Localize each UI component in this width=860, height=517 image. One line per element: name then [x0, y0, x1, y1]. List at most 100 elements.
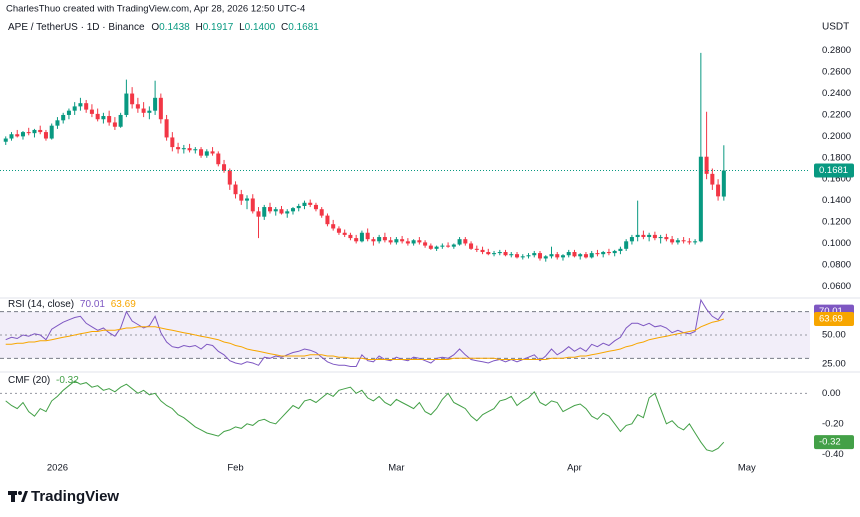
y-tick-label: -0.20 [822, 418, 844, 429]
candle-body [480, 249, 485, 253]
candle-body [543, 256, 548, 259]
candle-body [176, 147, 181, 150]
candle-body [43, 132, 48, 139]
candle-body [721, 170, 726, 197]
candle-body [537, 253, 543, 259]
symbol-title: APE / TetherUS · 1D · Binance [8, 22, 145, 33]
candle-body [423, 242, 428, 246]
candle-body [417, 240, 422, 243]
candle-body [204, 151, 209, 156]
y-tick-label: 0.2000 [822, 131, 851, 142]
candle-body [635, 234, 640, 238]
cmf-legend: CMF (20) -0.32 [8, 375, 79, 386]
y-tick-label: 25.00 [822, 359, 846, 370]
candle-body [336, 228, 341, 233]
candles [3, 52, 726, 262]
candle-body [583, 254, 588, 258]
candle-body [181, 148, 186, 150]
candle-body [675, 240, 680, 243]
candle-body [457, 239, 462, 245]
candle-body [319, 209, 324, 216]
x-tick-label: Feb [227, 463, 243, 474]
candle-body [135, 104, 140, 109]
candle-body [463, 239, 468, 244]
candle-body [313, 204, 318, 210]
y-tick-label: 0.1600 [822, 174, 851, 185]
candle-body [652, 234, 657, 239]
candle-body [647, 234, 652, 238]
candle-body [704, 156, 709, 174]
candle-body [273, 209, 278, 212]
candle-body [141, 108, 146, 113]
candle-body [394, 239, 399, 243]
candle-body [153, 97, 158, 111]
candle-body [55, 120, 60, 126]
logo: TradingView [8, 488, 119, 505]
logo-mark [21, 491, 28, 502]
candle-body [411, 240, 416, 244]
candle-body [606, 252, 611, 254]
logo-mark [11, 491, 15, 502]
candle-body [589, 253, 594, 258]
candle-body [262, 207, 267, 217]
rsi-ma-value: 63.69 [111, 299, 136, 310]
candle-body [549, 254, 554, 257]
candle-body [199, 149, 204, 156]
candle-body [164, 119, 169, 138]
candle-body [641, 234, 646, 238]
indicator-last-label-bg [814, 312, 854, 327]
candle-body [382, 237, 387, 241]
candle-body [89, 109, 94, 114]
candle-body [107, 116, 112, 123]
candle-body [595, 253, 600, 255]
y-tick-label: 0.1800 [822, 152, 851, 163]
candle-body [256, 211, 261, 217]
candle-body [532, 253, 537, 256]
candle-body [354, 238, 359, 242]
candle-body [147, 110, 152, 113]
candle-body [267, 207, 273, 212]
y-tick-label: 50.00 [822, 330, 846, 341]
candle-body [388, 240, 393, 243]
y-tick-label: 0.2600 [822, 67, 851, 78]
candle-body [515, 254, 520, 258]
y-tick-label: 0.1400 [822, 195, 851, 206]
candle-body [222, 164, 227, 171]
candle-body [624, 241, 629, 249]
candle-body [578, 254, 583, 257]
y-tick-label: 0.1000 [822, 238, 851, 249]
candle-body [716, 184, 721, 197]
ohlc-key: H [195, 22, 202, 33]
candle-body [555, 254, 560, 258]
candle-body [428, 245, 433, 249]
x-tick-label: 2026 [47, 463, 68, 474]
currency-label: USDT [822, 22, 849, 33]
candle-body [492, 253, 497, 255]
candle-body [285, 211, 290, 214]
y-tick-label: 0.0600 [822, 281, 851, 292]
candle-body [365, 232, 370, 240]
candle-body [130, 93, 135, 105]
indicator-last-label: 70.01 [819, 306, 843, 317]
candle-body [290, 208, 295, 212]
candle-body [325, 215, 330, 225]
candle-body [342, 232, 347, 235]
candle-body [32, 129, 37, 134]
ohlc-key: C [281, 22, 288, 33]
candle-body [698, 156, 703, 242]
candle-body [560, 255, 565, 258]
candle-body [618, 248, 623, 251]
candle-body [158, 97, 163, 120]
candle-body [187, 148, 192, 151]
candle-body [15, 134, 20, 137]
y-tick-label: 0.1200 [822, 217, 851, 228]
x-tick-label: May [738, 463, 756, 474]
cmf-title: CMF (20) [8, 375, 50, 386]
candle-body [49, 125, 54, 139]
candle-body [681, 240, 686, 242]
rsi-legend: RSI (14, close) 70.01 63.69 [8, 299, 136, 310]
last-price-label-bg [814, 163, 854, 178]
candle-body [3, 138, 8, 142]
candle-body [216, 153, 221, 165]
